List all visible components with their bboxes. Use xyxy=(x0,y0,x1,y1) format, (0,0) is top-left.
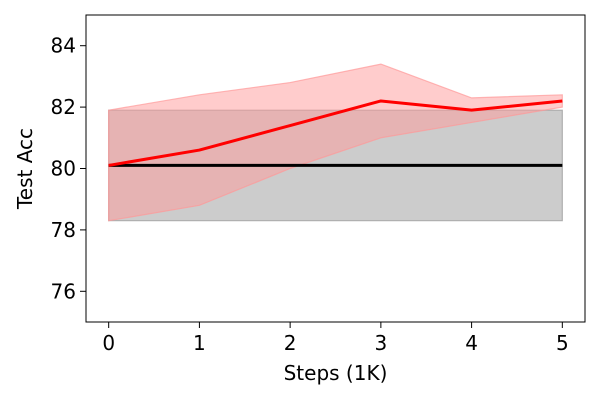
y-axis: 76 78 80 82 84 xyxy=(51,34,86,303)
x-tick-label: 3 xyxy=(374,331,387,355)
x-tick-label: 1 xyxy=(193,331,206,355)
y-tick-label: 78 xyxy=(51,218,76,242)
y-tick-label: 80 xyxy=(51,157,76,181)
series-line-1 xyxy=(108,99,563,167)
x-axis-label: Steps (1K) xyxy=(284,361,388,385)
x-tick-label: 5 xyxy=(556,331,569,355)
y-axis-label: Test Acc xyxy=(13,128,37,210)
x-axis: 0 1 2 3 4 5 xyxy=(102,322,569,355)
x-tick-label: 4 xyxy=(465,331,478,355)
series-lines xyxy=(108,99,563,167)
y-tick-label: 76 xyxy=(51,279,76,303)
band-1 xyxy=(108,63,563,222)
confidence-bands xyxy=(108,63,563,222)
x-tick-label: 2 xyxy=(284,331,297,355)
x-tick-label: 0 xyxy=(102,331,115,355)
y-tick-label: 84 xyxy=(51,34,76,58)
y-tick-label: 82 xyxy=(51,95,76,119)
